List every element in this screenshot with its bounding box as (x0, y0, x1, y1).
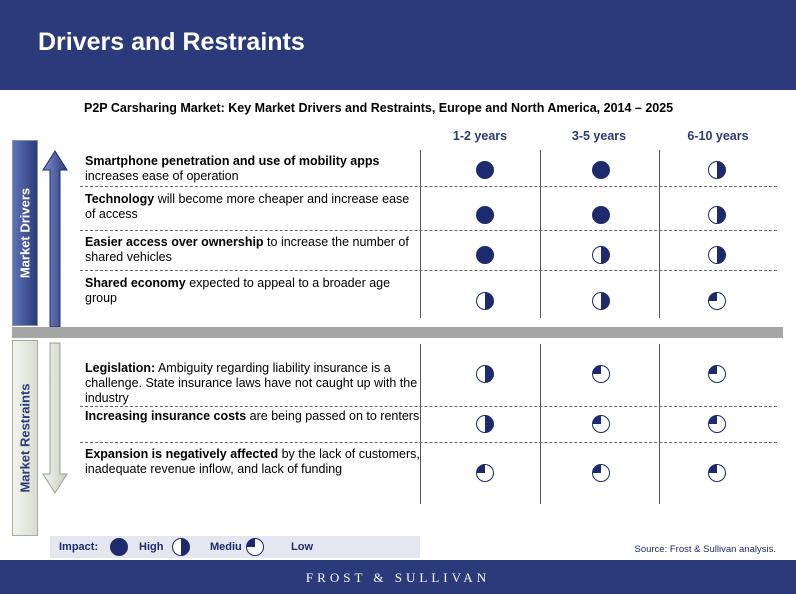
driver-row-text: expected to appeal to a broader age grou… (85, 276, 391, 305)
restraint-row-bold-text: Expansion is negatively affected (85, 447, 279, 461)
impact-ball-icon (708, 161, 726, 179)
column-header-3-5-years: 3-5 years (571, 129, 627, 143)
column-header-6-10-years: 6-10 years (687, 129, 749, 143)
impact-ball-icon (476, 365, 494, 383)
restraint-row-bold-text: Increasing insurance costs (85, 409, 247, 423)
arrow-down-icon (42, 342, 68, 494)
row-divider (80, 270, 777, 271)
column-divider (540, 344, 541, 504)
impact-ball-icon (592, 206, 610, 224)
impact-ball-icon (476, 246, 494, 264)
market-drivers-bar: Market Drivers (12, 140, 38, 326)
driver-row-smartphone: Smartphone penetration and use of mobili… (85, 154, 420, 184)
restraint-row-bold-text: Legislation: (85, 361, 156, 375)
impact-ball-icon (708, 206, 726, 224)
legend-title: Impact: (59, 541, 99, 553)
impact-ball-icon (592, 292, 610, 310)
section-separator (12, 327, 783, 338)
impact-ball-icon (476, 464, 494, 482)
impact-ball-icon (708, 464, 726, 482)
source-note: Source: Frost & Sullivan analysis. (634, 544, 776, 555)
impact-ball-icon (592, 415, 610, 433)
legend-medium-ball-icon (172, 538, 190, 556)
column-divider (659, 150, 660, 318)
impact-ball-icon (708, 415, 726, 433)
footer-bar: FROST & SULLIVAN (0, 560, 796, 594)
impact-ball-icon (476, 161, 494, 179)
driver-row-bold-text: Technology (85, 192, 155, 206)
impact-ball-icon (592, 161, 610, 179)
driver-row-bold-text: Shared economy (85, 276, 186, 290)
legend-medium-label: Mediu (210, 541, 242, 553)
row-divider (80, 442, 777, 443)
driver-row-text: will become more cheaper and increase ea… (85, 192, 410, 221)
column-divider (420, 344, 421, 504)
legend-low-label: Low (291, 541, 313, 553)
driver-row-text: increases ease of operation (85, 169, 239, 183)
column-header-1-2-years: 1-2 years (452, 129, 508, 143)
restraint-row-text: by the lack of customers, inadequate rev… (85, 447, 420, 476)
driver-row-technology: Technology will become more cheaper and … (85, 192, 420, 222)
impact-ball-icon (476, 292, 494, 310)
restraint-row-insurance: Increasing insurance costs are being pas… (85, 409, 420, 424)
impact-ball-icon (476, 206, 494, 224)
impact-ball-icon (708, 246, 726, 264)
restraint-row-text: are being passed on to renters (246, 409, 420, 423)
market-drivers-label: Market Drivers (17, 187, 33, 279)
driver-row-text: to increase the number of shared vehicle… (85, 235, 409, 264)
driver-row-shared-economy: Shared economy expected to appeal to a b… (85, 276, 420, 306)
arrow-up-icon (42, 150, 68, 328)
driver-row-bold-text: Easier access over ownership (85, 235, 264, 249)
row-divider (80, 230, 777, 231)
impact-ball-icon (708, 365, 726, 383)
row-divider (80, 186, 777, 187)
driver-row-access: Easier access over ownership to increase… (85, 235, 420, 265)
impact-ball-icon (708, 292, 726, 310)
column-divider (420, 150, 421, 318)
impact-ball-icon (592, 365, 610, 383)
driver-row-bold-text: Smartphone penetration and use of mobili… (85, 154, 380, 168)
legend-high-label: High (139, 541, 164, 553)
row-divider (80, 406, 777, 407)
restraint-row-legislation: Legislation: Ambiguity regarding liabili… (85, 361, 420, 406)
header-bar: Drivers and Restraints (0, 0, 796, 90)
page-title: Drivers and Restraints (38, 28, 305, 56)
brand-logo-text: FROST & SULLIVAN (305, 570, 491, 585)
legend-high-ball-icon (110, 538, 128, 556)
column-divider (540, 150, 541, 318)
market-restraints-bar: Market Restraints (12, 340, 38, 536)
restraint-row-expansion: Expansion is negatively affected by the … (85, 447, 420, 477)
column-divider (659, 344, 660, 504)
table-subtitle: P2P Carsharing Market: Key Market Driver… (84, 101, 674, 115)
impact-ball-icon (476, 415, 494, 433)
legend-low-ball-icon (246, 538, 264, 556)
impact-legend: Impact: High Mediu Low (50, 536, 420, 558)
restraint-row-text: Ambiguity regarding liability insurance … (85, 361, 418, 405)
impact-ball-icon (592, 246, 610, 264)
impact-ball-icon (592, 464, 610, 482)
market-restraints-label: Market Restraints (17, 383, 33, 493)
